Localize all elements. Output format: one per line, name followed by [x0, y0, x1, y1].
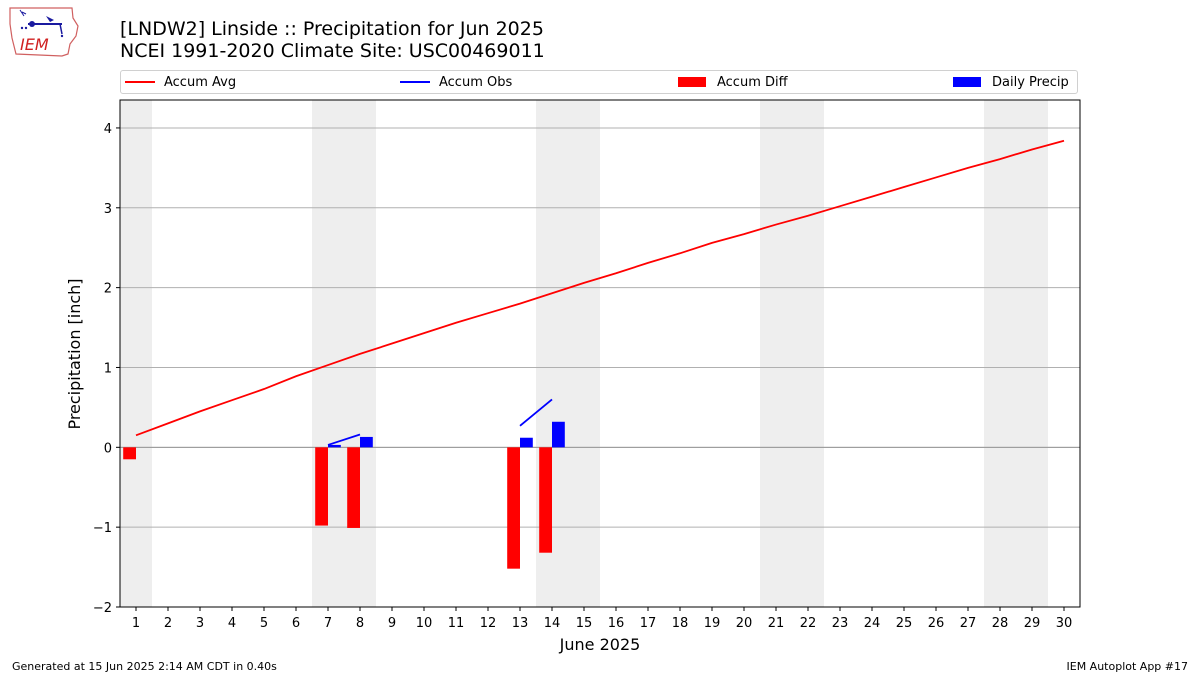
x-tick-label: 29 — [1024, 616, 1041, 631]
chart-subtitle: NCEI 1991-2020 Climate Site: USC00469011 — [120, 40, 545, 62]
weekend-band-1 — [120, 100, 152, 607]
x-tick-label: 8 — [356, 616, 364, 631]
x-tick-label: 1 — [132, 616, 140, 631]
x-tick-label: 13 — [512, 616, 529, 631]
daily-precip-bar-day-14 — [552, 421, 565, 448]
y-tick-label: −1 — [93, 521, 112, 536]
y-tick-label: 2 — [104, 282, 112, 297]
y-ticks: −2 −1 0 1 2 3 4 — [93, 122, 120, 616]
lines — [135, 139, 1065, 446]
legend-swatch-accum-avg — [125, 81, 155, 83]
x-tick-label: 14 — [544, 616, 561, 631]
y-tick-label: 1 — [104, 361, 112, 376]
x-tick-label: 22 — [800, 616, 817, 631]
iowa-map-logo-icon: IEM — [9, 7, 79, 57]
x-tick-label: 16 — [608, 616, 625, 631]
legend-label-daily-precip: Daily Precip — [992, 74, 1069, 90]
iem-logo: IEM — [6, 4, 82, 64]
accum-diff-bar-day-14 — [539, 447, 552, 553]
x-tick-label: 17 — [640, 616, 657, 631]
weekend-band-4 — [760, 100, 824, 607]
x-tick-label: 15 — [576, 616, 593, 631]
accum-diff-bar-day-13 — [507, 447, 520, 569]
x-tick-label: 18 — [672, 616, 689, 631]
daily-precip-bar-day-8 — [360, 436, 373, 448]
weekend-band-2 — [312, 100, 376, 607]
accum-diff-bar-day-1 — [123, 447, 136, 460]
x-tick-label: 3 — [196, 616, 204, 631]
x-tick-label: 24 — [864, 616, 881, 631]
x-tick-label: 25 — [896, 616, 913, 631]
y-tick-label: 4 — [104, 122, 112, 137]
logo-text: IEM — [20, 35, 49, 54]
y-tick-label: −2 — [93, 601, 112, 616]
x-tick-label: 23 — [832, 616, 849, 631]
chart-title: [LNDW2] Linside :: Precipitation for Jun… — [120, 18, 544, 40]
bars — [123, 421, 565, 569]
legend-item-accum-obs: Accum Obs — [400, 71, 512, 93]
daily-precip-bar-day-7 — [328, 444, 341, 448]
daily-precip-bar-day-13 — [520, 437, 533, 448]
legend-label-accum-avg: Accum Avg — [164, 74, 237, 90]
x-tick-label: 26 — [928, 616, 945, 631]
x-tick-label: 7 — [324, 616, 332, 631]
y-tick-label: 3 — [104, 202, 112, 217]
x-tick-label: 5 — [260, 616, 268, 631]
x-tick-label: 27 — [960, 616, 977, 631]
accum-obs-line-2 — [519, 398, 553, 427]
y-axis-label: Precipitation [inch] — [65, 278, 84, 429]
accum-diff-bar-day-8 — [347, 447, 360, 528]
footer-generated: Generated at 15 Jun 2025 2:14 AM CDT in … — [12, 660, 277, 673]
plot-frame — [119, 99, 1081, 608]
x-tick-label: 11 — [448, 616, 465, 631]
x-tick-label: 28 — [992, 616, 1009, 631]
chart-legend: Accum Avg Accum Obs Accum Diff Daily Pre… — [120, 70, 1078, 94]
accum-diff-bar-day-7 — [315, 447, 328, 526]
x-tick-label: 19 — [704, 616, 721, 631]
x-tick-label: 6 — [292, 616, 300, 631]
x-tick-label: 2 — [164, 616, 172, 631]
legend-swatch-accum-obs — [400, 81, 430, 83]
x-tick-label: 12 — [480, 616, 497, 631]
x-tick-label: 4 — [228, 616, 236, 631]
x-tick-label: 9 — [388, 616, 396, 631]
x-tick-label: 21 — [768, 616, 785, 631]
legend-item-accum-diff: Accum Diff — [678, 71, 788, 93]
legend-label-accum-diff: Accum Diff — [717, 74, 788, 90]
legend-label-accum-obs: Accum Obs — [439, 74, 513, 90]
footer-app: IEM Autoplot App #17 — [1066, 660, 1189, 673]
x-tick-label: 10 — [416, 616, 433, 631]
legend-item-accum-avg: Accum Avg — [125, 71, 236, 93]
weekend-band-5 — [984, 100, 1048, 607]
axes — [119, 99, 1081, 608]
weekend-shading — [120, 100, 1048, 607]
legend-item-daily-precip: Daily Precip — [953, 71, 1069, 93]
legend-swatch-daily-precip — [953, 77, 981, 87]
legend-swatch-accum-diff — [678, 77, 706, 87]
x-axis-label: June 2025 — [559, 635, 641, 654]
y-tick-label: 0 — [104, 441, 112, 456]
accum-obs-line-1 — [327, 433, 361, 446]
x-tick-label: 20 — [736, 616, 753, 631]
accum-avg-line — [135, 139, 1065, 437]
x-ticks: 1 2 3 4 5 6 7 8 9 10 11 12 13 14 15 16 17 18 19 20 21 22 23 24 2… — [132, 607, 1072, 631]
x-tick-label: 30 — [1056, 616, 1073, 631]
